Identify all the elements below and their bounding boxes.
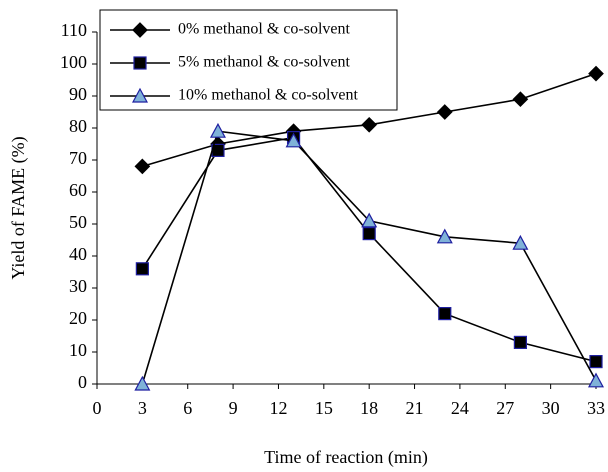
marker [285, 132, 302, 148]
legend-box [99, 9, 398, 111]
x-tick-label: 3 [138, 398, 147, 418]
marker [134, 375, 151, 391]
legend-label: 0% methanol & co-solvent [178, 21, 351, 38]
marker [131, 87, 149, 103]
series-line [141, 130, 597, 385]
marker [513, 335, 527, 349]
marker [361, 212, 378, 228]
y-tick-label: 110 [61, 20, 87, 40]
marker [512, 91, 529, 108]
marker [361, 116, 378, 133]
x-axis-label: Time of reaction (min) [264, 447, 428, 468]
marker [362, 227, 376, 241]
marker [588, 65, 604, 82]
x-tick-label: 27 [496, 398, 514, 418]
x-tick-label: 15 [315, 398, 333, 418]
x-tick-label: 30 [542, 398, 560, 418]
x-tick-label: 9 [229, 398, 238, 418]
marker [135, 262, 149, 276]
x-tick-label: 24 [451, 398, 469, 418]
x-tick-label: 18 [360, 398, 378, 418]
marker [209, 122, 226, 138]
marker [512, 234, 529, 250]
y-tick-label: 0 [78, 372, 87, 392]
marker [436, 228, 453, 244]
y-tick-label: 100 [60, 52, 87, 72]
y-tick-label: 50 [69, 212, 87, 232]
marker [438, 307, 452, 321]
y-tick-label: 20 [69, 308, 87, 328]
legend-label: 10% methanol & co-solvent [178, 87, 359, 104]
y-tick-label: 80 [69, 116, 87, 136]
x-tick-label: 33 [587, 398, 605, 418]
y-tick-label: 40 [69, 244, 87, 264]
marker [436, 104, 453, 120]
marker [587, 372, 605, 388]
x-tick-label: 0 [93, 398, 102, 418]
marker [132, 22, 148, 38]
y-tick-label: 90 [69, 84, 87, 104]
marker [134, 158, 151, 175]
y-tick-label: 10 [69, 340, 87, 360]
marker [589, 355, 603, 369]
y-tick-label: 30 [69, 276, 87, 296]
y-axis-label: Yield of FAME (%) [8, 136, 29, 279]
x-tick-label: 21 [406, 398, 424, 418]
x-tick-label: 12 [269, 398, 287, 418]
legend: 0% methanol & co-solvent 5% methanol & co… [99, 9, 398, 111]
y-tick-label: 70 [69, 148, 87, 168]
y-tick-label: 60 [69, 180, 87, 200]
marker [133, 56, 147, 70]
legend-label: 5% methanol & co-solvent [178, 54, 351, 71]
x-tick-label: 6 [183, 398, 192, 418]
